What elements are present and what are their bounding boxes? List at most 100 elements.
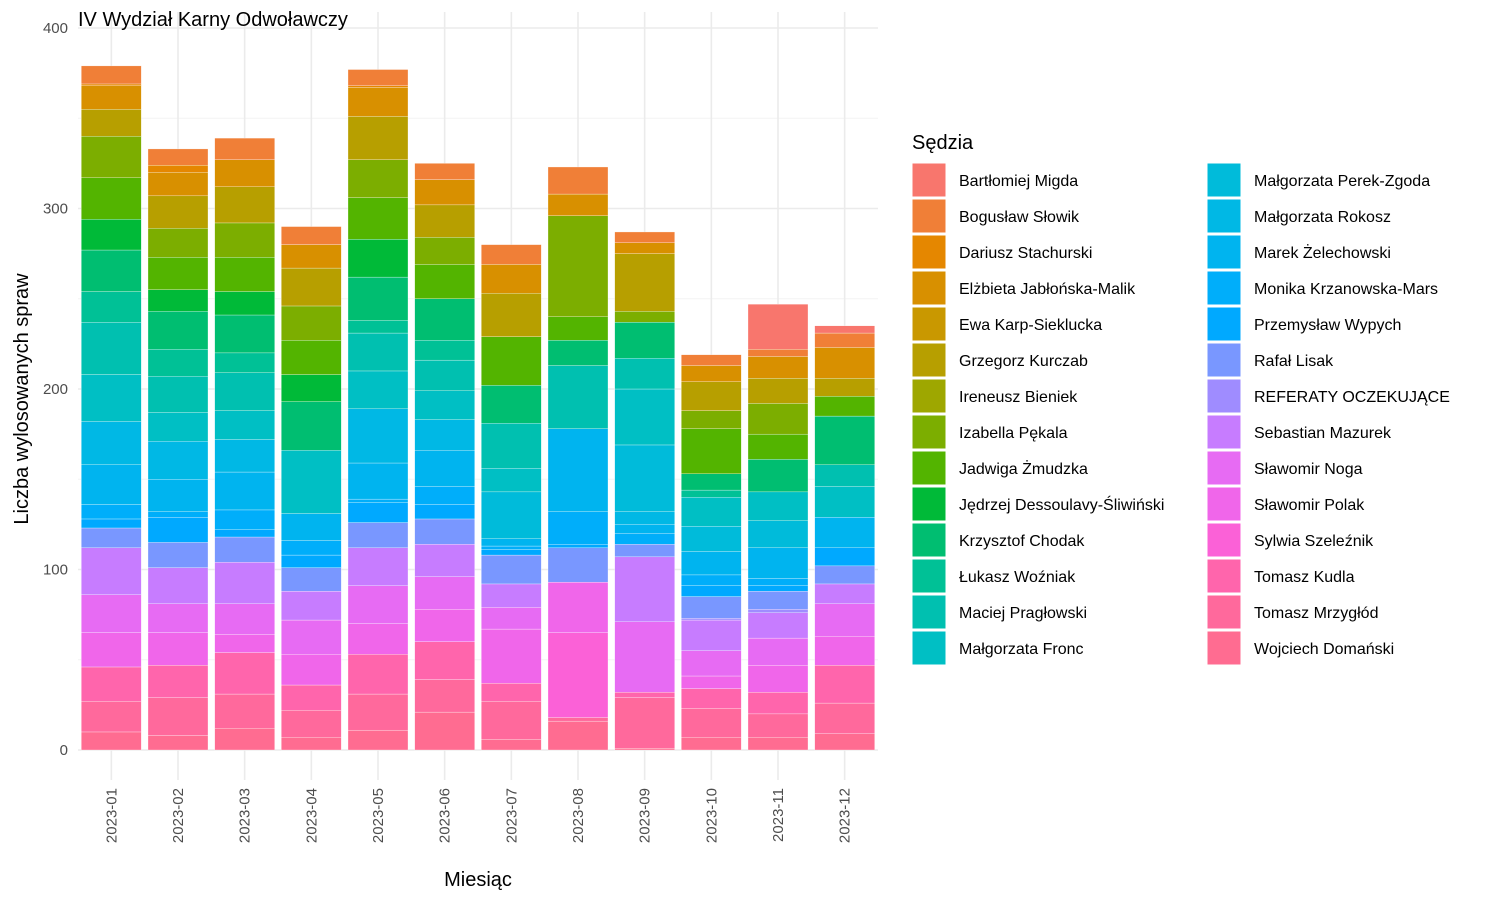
legend-label: Bartłomiej Migda: [959, 173, 1078, 190]
legend-label: Łukasz Woźniak: [959, 569, 1076, 586]
bar-segment: [814, 332, 875, 348]
bar-segment: [414, 237, 475, 265]
bar-segment: [147, 697, 209, 736]
bar-segment: [547, 632, 609, 718]
bar-segment: [747, 692, 809, 715]
bar-segment: [414, 359, 475, 391]
legend-label: Bogusław Słowik: [959, 209, 1080, 226]
bar-segment: [814, 565, 875, 585]
bar-segment: [347, 654, 409, 695]
legend-swatch: [911, 234, 947, 270]
bar-segment: [681, 473, 742, 491]
x-tick-label: 2023-05: [370, 788, 387, 843]
bar-segment: [147, 228, 209, 258]
legend-swatch: [911, 522, 947, 558]
legend-label: Dariusz Stachurski: [959, 245, 1092, 262]
bar-segment: [681, 381, 742, 411]
bar-segment: [81, 322, 142, 375]
bar-segment: [747, 459, 809, 493]
bar-segment: [81, 85, 142, 110]
bar-segment: [214, 372, 275, 411]
bar-segment: [547, 720, 609, 751]
x-tick-label: 2023-04: [303, 788, 320, 843]
x-axis-title: Miesiąc: [444, 869, 512, 891]
bar-segment: [547, 717, 609, 722]
legend-swatch: [911, 162, 947, 198]
bar-segment: [147, 289, 209, 312]
legend-label: Tomasz Mrzygłód: [1254, 605, 1378, 622]
bar-segment: [747, 585, 809, 592]
bar-segment: [281, 226, 342, 245]
bar-segment: [214, 693, 275, 729]
bar-segment: [614, 444, 675, 512]
bar-segment: [414, 163, 475, 180]
bar-segment: [481, 607, 542, 630]
bar-segment: [281, 554, 342, 568]
bar-segment: [614, 692, 675, 698]
bar-segment: [681, 618, 742, 621]
legend-label: Sławomir Noga: [1254, 461, 1363, 478]
bar-segment: [81, 518, 142, 529]
bar-segment: [681, 650, 742, 677]
bar-segment: [281, 267, 342, 307]
bar-segment: [281, 305, 342, 341]
bar-segment: [214, 291, 275, 316]
bar-segment: [347, 502, 409, 523]
legend-swatch: [1206, 594, 1242, 630]
bar-segment: [814, 547, 875, 567]
x-tick-label: 2023-12: [837, 788, 854, 843]
legend-label: Rafał Lisak: [1254, 353, 1334, 370]
legend-label: Ewa Karp-Sieklucka: [959, 317, 1102, 334]
legend: Sędzia Bartłomiej Migda Bogusław Słowik Da…: [911, 132, 1450, 666]
bar-segment: [414, 486, 475, 505]
x-tick-label: 2023-11: [770, 788, 787, 842]
legend-label: Małgorzata Rokosz: [1254, 209, 1391, 226]
bar-segment: [347, 729, 409, 751]
bar-segment: [414, 450, 475, 487]
x-tick-label: 2023-10: [703, 788, 720, 843]
bar-segment: [81, 136, 142, 178]
y-tick-label: 300: [43, 201, 68, 218]
legend-label: Ireneusz Bieniek: [959, 389, 1078, 406]
bar-segment: [214, 186, 275, 224]
bar-segment: [214, 471, 275, 511]
bar-segment: [81, 83, 142, 86]
bar-segment: [547, 365, 609, 429]
legend-swatch: [1206, 234, 1242, 270]
bar-segment: [481, 554, 542, 585]
bar-segment: [681, 551, 742, 576]
bar-segment: [481, 739, 542, 751]
x-tick-label: 2023-02: [170, 788, 187, 843]
bar-segment: [347, 408, 409, 464]
bar-segment: [614, 748, 675, 751]
legend-label: Krzysztof Chodak: [959, 533, 1085, 550]
bar-segment: [747, 403, 809, 435]
bar-segment: [414, 204, 475, 238]
bar-segment: [481, 264, 542, 294]
bar-segment: [81, 504, 142, 520]
legend-label: Sylwia Szeleźnik: [1254, 533, 1374, 550]
bar-segment: [347, 320, 409, 334]
legend-swatch: [911, 450, 947, 486]
bar-segment: [481, 683, 542, 702]
bar-segment: [347, 462, 409, 500]
bar-segment: [347, 276, 409, 321]
bar-segment: [681, 574, 742, 586]
bar-segment: [281, 401, 342, 451]
bar-segment: [681, 675, 742, 689]
bar-segment: [281, 340, 342, 375]
bar-segment: [614, 556, 675, 622]
legend-swatch: [911, 270, 947, 306]
bar-segment: [347, 116, 409, 160]
bar-segment: [347, 87, 409, 117]
bar-segment: [214, 603, 275, 635]
bar-segment: [147, 603, 209, 633]
bar-segment: [214, 728, 275, 751]
bar-segment: [547, 544, 609, 548]
bar-segment: [147, 567, 209, 604]
bar-segment: [547, 316, 609, 341]
x-tick-label: 2023-01: [103, 788, 120, 843]
bar-segment: [214, 529, 275, 538]
bar-segment: [414, 390, 475, 420]
